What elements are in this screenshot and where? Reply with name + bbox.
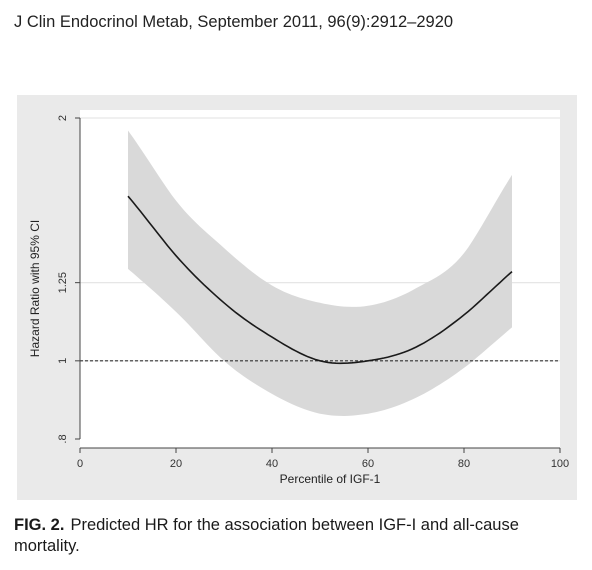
x-tick-label: 60 xyxy=(362,458,374,470)
caption-label: FIG. 2. xyxy=(14,516,65,534)
x-tick-label: 100 xyxy=(551,458,569,470)
y-tick-label: .8 xyxy=(57,434,69,443)
y-tick-label: 2 xyxy=(57,115,69,121)
y-tick-label: 1 xyxy=(57,358,69,364)
x-tick-label: 80 xyxy=(458,458,470,470)
journal-citation: J Clin Endocrinol Metab, September 2011,… xyxy=(14,13,454,31)
x-tick-label: 20 xyxy=(170,458,182,470)
figure-caption: FIG. 2. Predicted HR for the association … xyxy=(14,515,574,557)
x-tick-label: 0 xyxy=(77,458,83,470)
y-tick-label: 1.25 xyxy=(57,272,69,293)
figure-panel: .8 1 1.25 2 0 20 40 60 80 100 Percentile of IGF-1 H… xyxy=(17,95,577,500)
confidence-band xyxy=(128,130,512,416)
caption-text: Predicted HR for the association between… xyxy=(14,516,519,555)
x-axis-title: Percentile of IGF-1 xyxy=(280,472,381,486)
hazard-ratio-curve xyxy=(127,195,513,365)
x-tick-label: 40 xyxy=(266,458,278,470)
y-axis-title: Hazard Ratio with 95% CI xyxy=(28,220,42,357)
